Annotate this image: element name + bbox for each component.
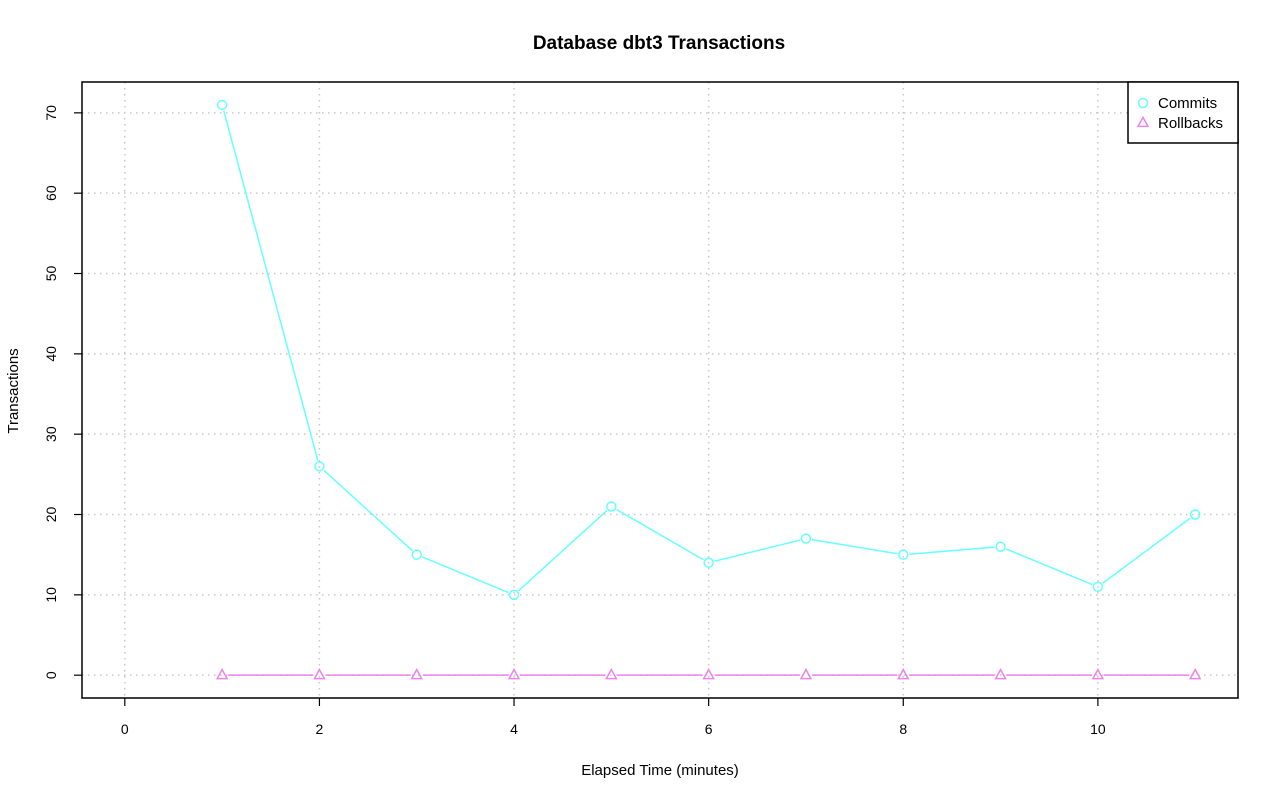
y-tick-label: 0 xyxy=(43,671,59,679)
data-point xyxy=(508,589,520,601)
x-axis-label: Elapsed Time (minutes) xyxy=(581,762,739,779)
data-point xyxy=(1188,668,1202,680)
data-point xyxy=(897,668,910,680)
data-point xyxy=(995,541,1006,552)
plot-frame xyxy=(81,81,1239,699)
y-tick-label: 40 xyxy=(43,346,59,362)
y-tick-label: 20 xyxy=(43,507,59,523)
data-point xyxy=(799,668,813,680)
data-point xyxy=(994,668,1007,680)
series-line-segment xyxy=(1102,517,1191,584)
data-point xyxy=(215,668,229,680)
legend-item-rollbacks: Rollbacks xyxy=(1136,115,1223,132)
data-point xyxy=(605,668,618,680)
legend-marker xyxy=(1137,97,1149,109)
legend-item-commits: Commits xyxy=(1137,95,1217,112)
y-tick-label: 60 xyxy=(43,185,59,201)
y-tick-label: 10 xyxy=(43,587,59,603)
y-axis-label: Transactions xyxy=(5,348,22,433)
legend-label: Rollbacks xyxy=(1158,115,1223,132)
series-line-segment xyxy=(1005,548,1093,586)
series-layer xyxy=(215,99,1202,680)
series-line-segment xyxy=(811,538,898,555)
data-point xyxy=(898,549,909,560)
data-point xyxy=(216,99,228,111)
x-tick-label: 8 xyxy=(899,721,907,737)
x-tick-label: 0 xyxy=(121,721,129,737)
series-rollbacks xyxy=(215,668,1202,680)
series-commits xyxy=(216,99,1201,601)
data-point xyxy=(800,533,812,544)
data-point xyxy=(1189,509,1201,520)
series-line-segment xyxy=(517,509,608,592)
y-tick-label: 30 xyxy=(43,426,59,442)
chart-title: Database dbt3 Transactions xyxy=(533,33,785,54)
data-point xyxy=(1092,581,1104,593)
data-point xyxy=(507,668,521,680)
data-point xyxy=(410,668,423,680)
grid xyxy=(82,82,1238,698)
y-tick-label: 50 xyxy=(43,266,59,282)
series-line-segment xyxy=(222,110,319,461)
x-tick-label: 2 xyxy=(316,721,324,737)
data-point xyxy=(1091,668,1105,680)
data-point xyxy=(702,668,715,680)
x-tick-label: 4 xyxy=(510,721,518,737)
x-tick-label: 10 xyxy=(1090,721,1106,737)
series-line-segment xyxy=(616,508,704,561)
data-point xyxy=(703,557,714,568)
legend: Commits Rollbacks xyxy=(1127,81,1239,144)
y-axis: 0 10 20 30 40 50 60 70 xyxy=(43,105,82,679)
series-line-segment xyxy=(323,469,413,552)
y-tick-label: 70 xyxy=(43,105,59,121)
data-point xyxy=(606,501,617,512)
legend-marker xyxy=(1136,115,1150,128)
x-tick-label: 6 xyxy=(705,721,713,737)
legend-label: Commits xyxy=(1158,95,1217,112)
legend-box xyxy=(1127,81,1239,144)
legend-items: Commits Rollbacks xyxy=(1136,95,1223,132)
data-point xyxy=(411,549,422,560)
series-line-segment xyxy=(909,546,995,555)
series-line-segment xyxy=(714,539,801,563)
x-axis: 0 2 4 6 8 10 xyxy=(121,698,1106,737)
data-point xyxy=(314,461,325,472)
series-line-segment xyxy=(421,556,509,594)
data-point xyxy=(313,668,326,680)
